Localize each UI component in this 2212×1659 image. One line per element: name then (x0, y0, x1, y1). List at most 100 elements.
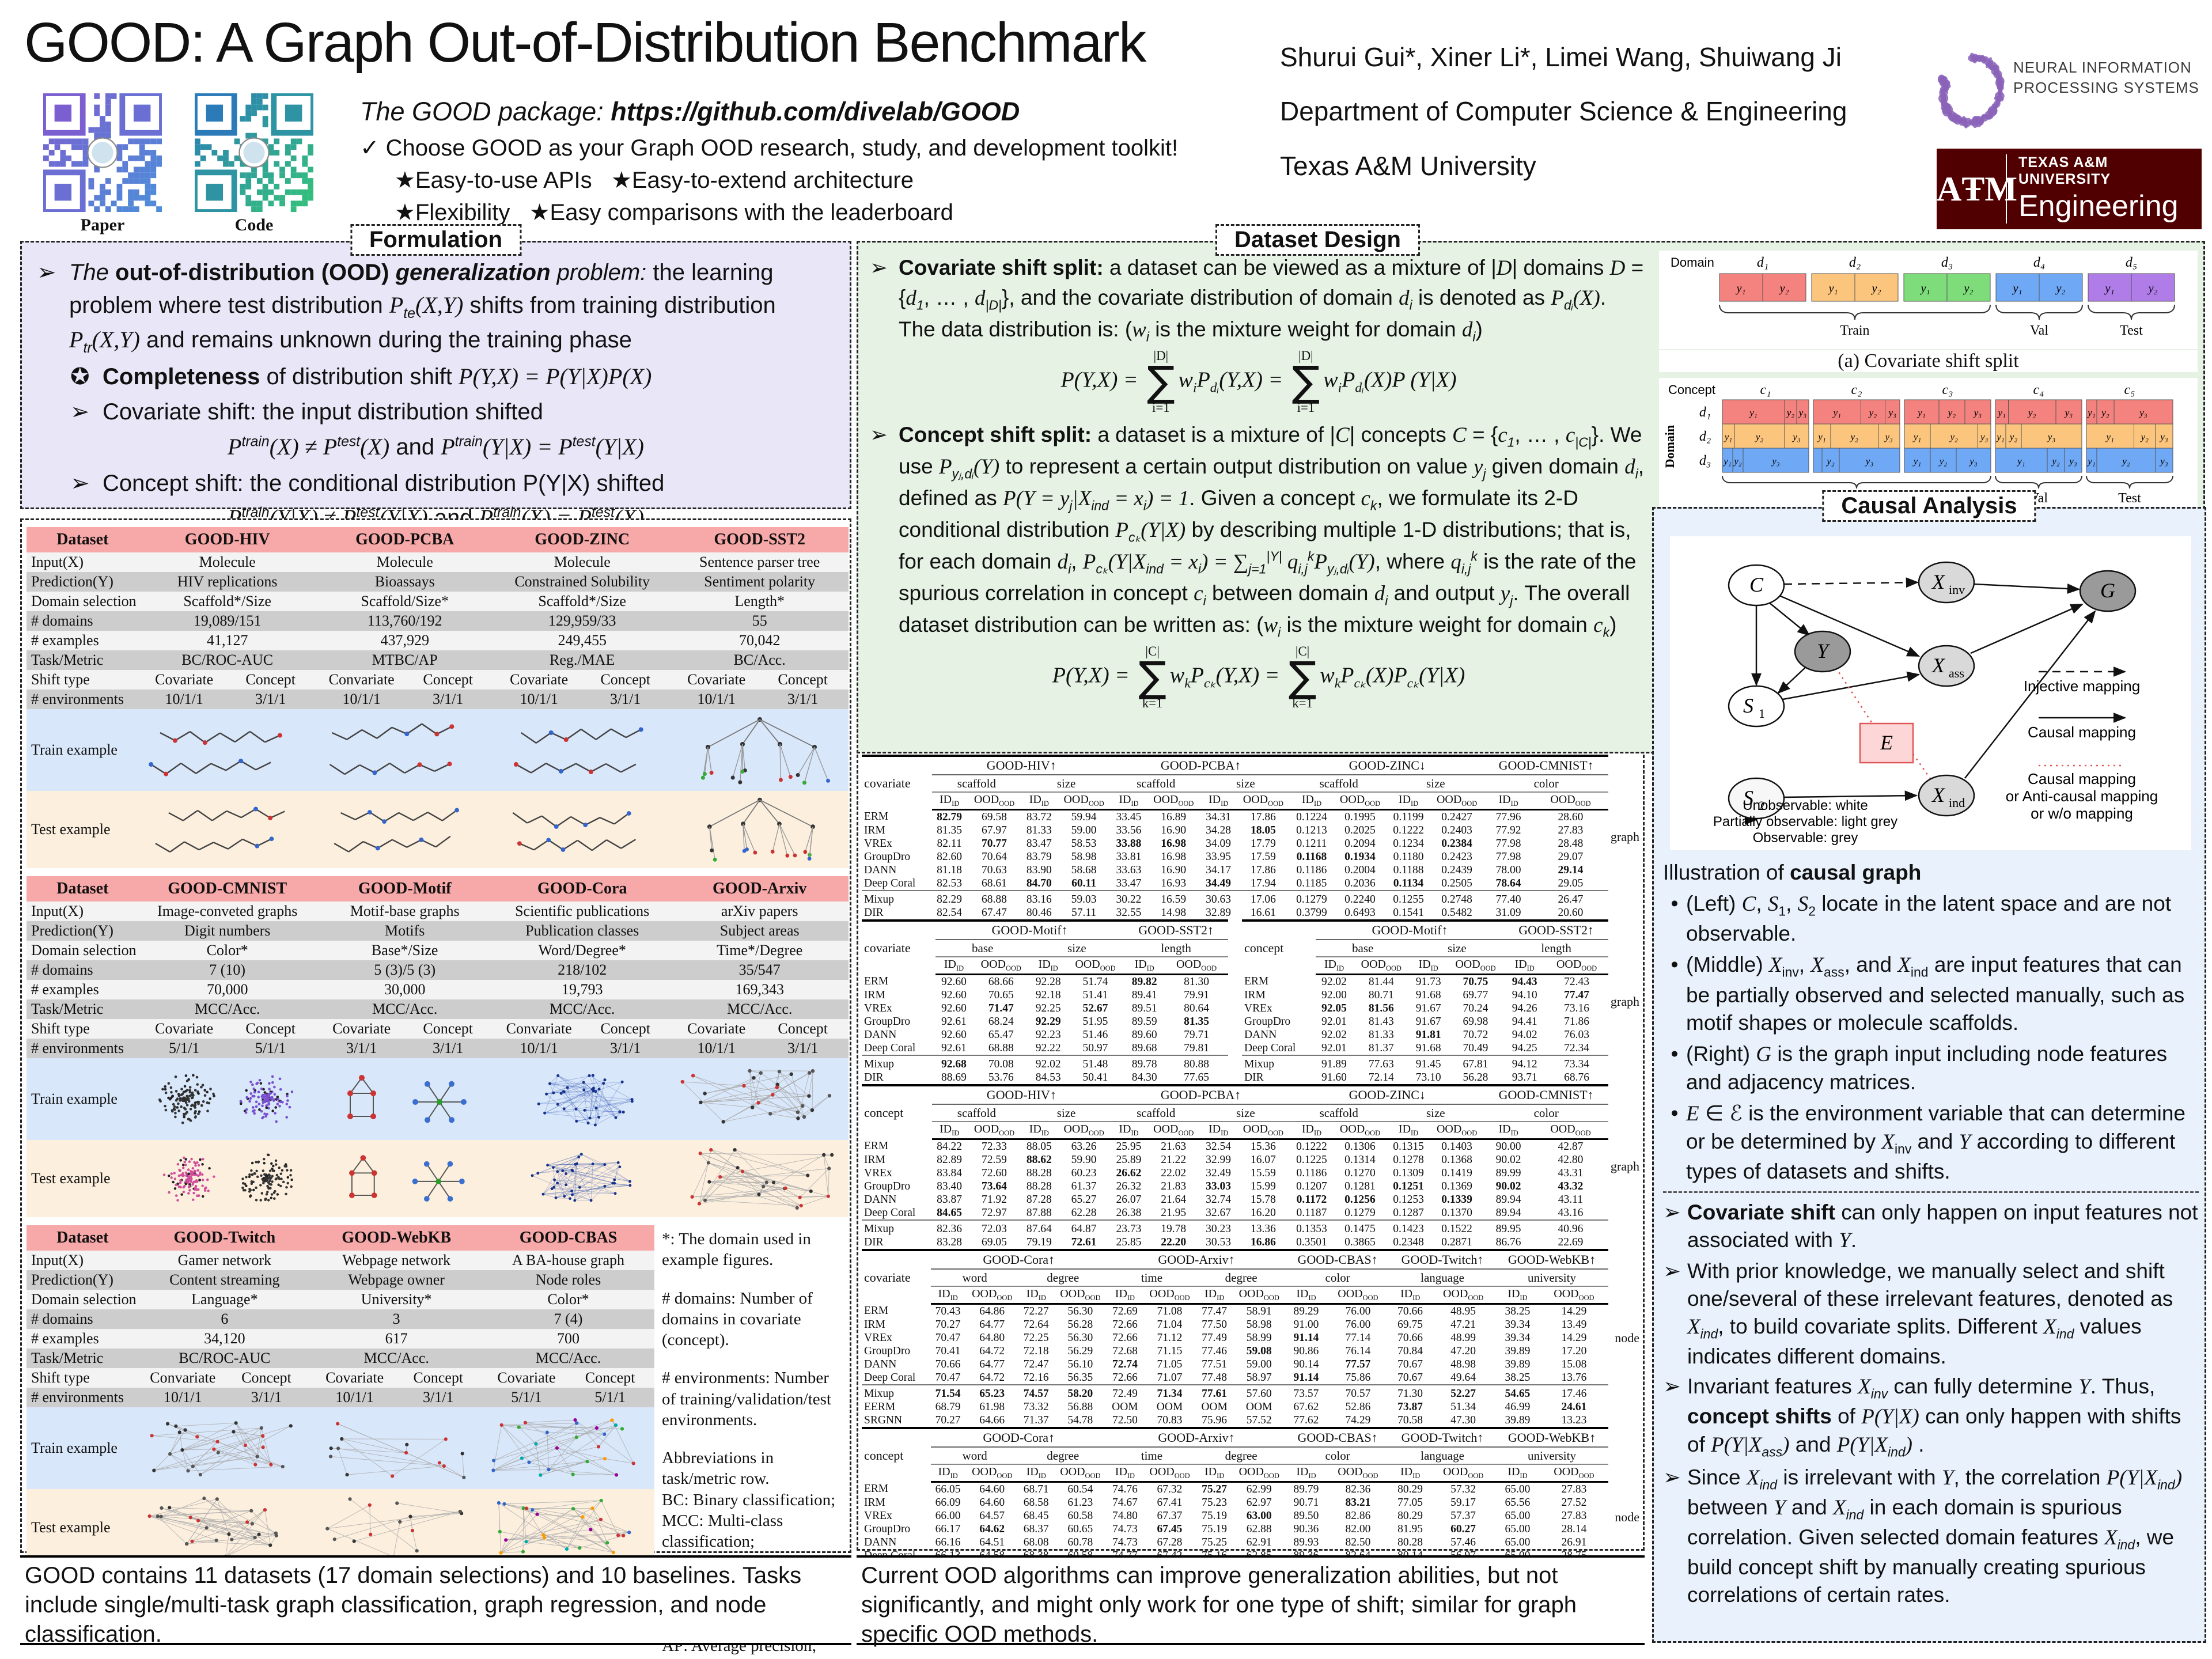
author-names: Shurui Gui*, Xiner Li*, Limei Wang, Shui… (1280, 42, 1842, 72)
dataset-name-header: GOOD-Arxiv (671, 876, 849, 902)
result-value: 49.64 (1450, 1371, 1476, 1384)
result-value: 0.1168 (1296, 850, 1327, 863)
result-value: 69.58 (981, 810, 1007, 823)
result-value: 66.17 (935, 1522, 961, 1535)
result-value: 83.90 (1026, 863, 1052, 876)
result-value: OOM (1201, 1400, 1228, 1413)
result-value: 70.64 (981, 850, 1007, 863)
result-value: 77.61 (1196, 1384, 1233, 1400)
result-value: 33.45 (1116, 810, 1142, 823)
domain-subheader: base (935, 940, 1030, 957)
result-value: 0.1185 (1296, 877, 1327, 889)
result-value: 72.60 (981, 1166, 1007, 1179)
info-cell: 19,089/151 (138, 611, 316, 631)
result-value: 80.88 (1165, 1055, 1228, 1071)
qr-paper[interactable] (43, 93, 162, 212)
result-value: 77.49 (1202, 1331, 1228, 1344)
svg-text:y₂: y₂ (1786, 407, 1795, 418)
metric-column-header: OODOOD (1431, 1286, 1495, 1305)
result-row: IRM 81.35 67.97 81.33 59.00 33.56 16.90 34.28 18… (862, 824, 1608, 837)
result-value: 77.65 (1184, 1071, 1209, 1084)
result-value: 89.94 (1495, 1193, 1521, 1206)
result-value: 21.83 (1161, 1180, 1187, 1192)
result-value: 64.77 (979, 1318, 1005, 1331)
result-value: 66.05 (935, 1483, 961, 1495)
result-value: 89.82 (1131, 975, 1157, 988)
domain-subheader: university (1495, 1269, 1608, 1287)
results-table: covariate GOOD-Motif↑ GOOD-SST2↑ base size le… (862, 919, 1228, 1084)
result-value: 93.71 (1512, 1071, 1537, 1084)
result-value: 74.67 (1112, 1496, 1138, 1509)
result-value: 81.35 (1184, 1015, 1209, 1028)
dataset-name-header: GOOD-SST2 (671, 527, 849, 552)
example-figure (138, 1489, 311, 1566)
result-value: 47.20 (1450, 1344, 1476, 1357)
result-value: 0.1315 (1393, 1140, 1424, 1153)
concept-split-formula: P(Y,X) = |C| ∑ k=1 wkPcₖ(Y,X) = |C| ∑ k=1 wkPc… (1052, 644, 1465, 711)
result-value: 0.1368 (1441, 1153, 1472, 1166)
results-section: graph covariate GOOD-HIV↑ GOOD-PCBA↑ GOOD-ZI… (857, 755, 1645, 1607)
result-value: 64.66 (979, 1414, 1005, 1426)
svg-text:y₂: y₂ (1850, 431, 1859, 442)
svg-text:E: E (1880, 731, 1893, 754)
svg-text:Test: Test (2120, 323, 2143, 338)
row-label: Train example (26, 1407, 139, 1489)
qr-code[interactable] (195, 93, 313, 212)
result-value: 51.41 (1082, 988, 1108, 1001)
svg-text:c₂: c₂ (1851, 382, 1862, 397)
info-row: # examples 41,127 437,929 249,455 70,042 (26, 631, 849, 650)
result-value: 70.24 (1463, 1002, 1488, 1014)
result-value: 56.30 (1067, 1305, 1093, 1317)
side-label: graph (1610, 994, 1639, 1009)
github-link: https://github.com/divelab/GOOD (611, 97, 1020, 126)
result-value: 13.36 (1236, 1219, 1291, 1236)
domain-subheader: degree (1018, 1269, 1107, 1287)
result-value: 39.34 (1505, 1331, 1531, 1344)
result-value: 65.00 (1505, 1483, 1531, 1495)
result-value: 15.36 (1250, 1140, 1276, 1153)
qr-paper-label: Paper (80, 215, 125, 234)
svg-text:ind: ind (1949, 796, 1965, 810)
example-figure (138, 1407, 311, 1489)
info-cell: 19,793 (493, 980, 671, 999)
result-value: 64.51 (979, 1536, 1005, 1548)
metric-column-header: IDID (1495, 1286, 1540, 1305)
row-label: # environments (26, 1039, 139, 1058)
result-value: 0.1309 (1393, 1166, 1424, 1179)
info-cell: Convariate Concept (138, 1368, 311, 1388)
result-value: 0.1279 (1344, 1206, 1376, 1219)
result-value: 60.65 (1067, 1522, 1093, 1535)
result-value: 68.66 (988, 975, 1014, 988)
result-value: 72.25 (1023, 1331, 1049, 1344)
svg-text:y₁: y₁ (1828, 282, 1838, 295)
svg-text:y₃: y₃ (2159, 431, 2168, 442)
result-value: 68.61 (981, 877, 1007, 889)
info-cell: 437,929 (316, 631, 494, 650)
package-line[interactable]: The GOOD package: https://github.com/div… (360, 97, 1020, 126)
shift-type-label: covariate (864, 775, 911, 790)
info-row: # domains 6 3 7 (4) (26, 1309, 654, 1329)
metric-column-header: OODOOD (1332, 792, 1388, 810)
info-cell: 700 (482, 1329, 654, 1349)
result-row: ERM 92.02 81.44 91.73 70.75 94.43 72.43 (1242, 975, 1608, 989)
svg-text:y₁: y₁ (1912, 431, 1921, 442)
info-cell: Convariate Concept (493, 1019, 671, 1039)
result-value: 31.09 (1495, 906, 1521, 919)
result-value: 72.16 (1023, 1371, 1049, 1384)
result-value: 29.07 (1558, 850, 1584, 863)
result-value: 0.1270 (1344, 1166, 1376, 1179)
result-value: 57.32 (1450, 1483, 1476, 1495)
info-cell: Content streaming (138, 1270, 311, 1290)
result-value: 71.15 (1157, 1344, 1183, 1357)
result-value: 72.66 (1112, 1371, 1138, 1384)
svg-text:d₅: d₅ (2126, 255, 2137, 270)
domain-subheader: scaffold (1290, 775, 1388, 793)
result-value: 16.07 (1250, 1153, 1276, 1166)
tamu-logo: AŦM TEXAS A&M UNIVERSITY Engineering (1937, 149, 2202, 229)
method-name: DANN (864, 1193, 897, 1206)
info-cell: Webpage owner (310, 1270, 483, 1290)
result-value: 38.25 (1505, 1371, 1531, 1384)
result-value: 50.41 (1082, 1071, 1108, 1084)
result-value: 60.11 (1071, 877, 1096, 889)
row-label: Prediction(Y) (26, 572, 139, 592)
